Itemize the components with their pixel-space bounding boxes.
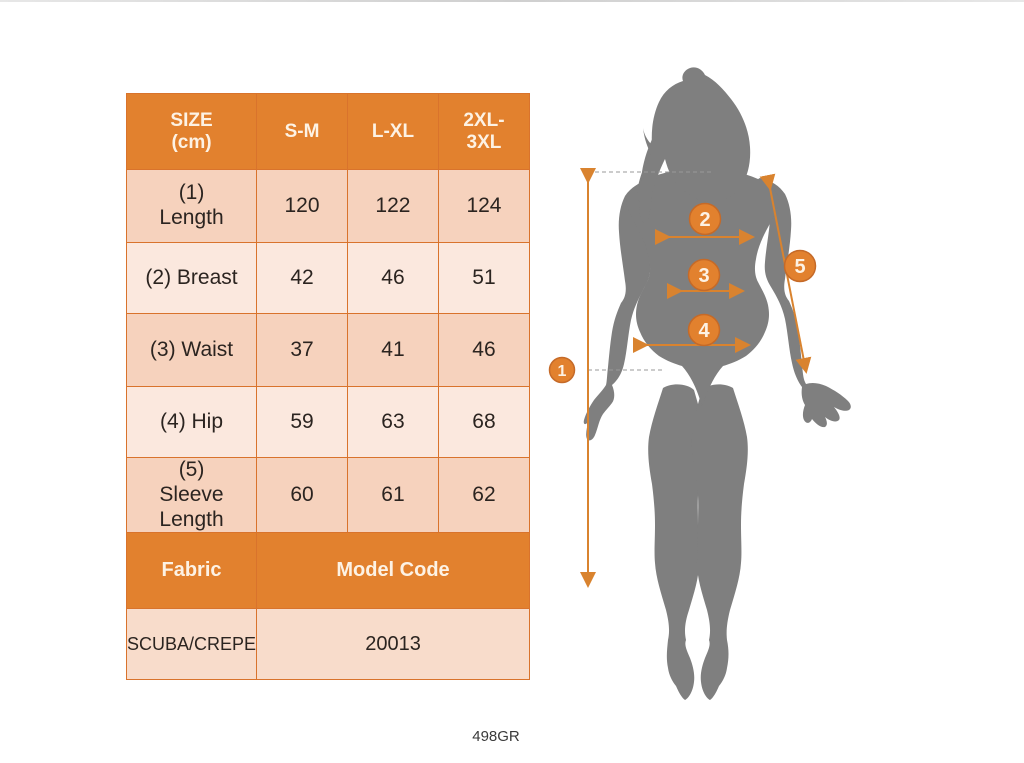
svg-text:3: 3 bbox=[698, 265, 709, 287]
svg-text:2: 2 bbox=[699, 209, 710, 231]
svg-text:4: 4 bbox=[698, 320, 710, 342]
svg-text:5: 5 bbox=[794, 256, 805, 278]
svg-text:1: 1 bbox=[558, 363, 567, 380]
